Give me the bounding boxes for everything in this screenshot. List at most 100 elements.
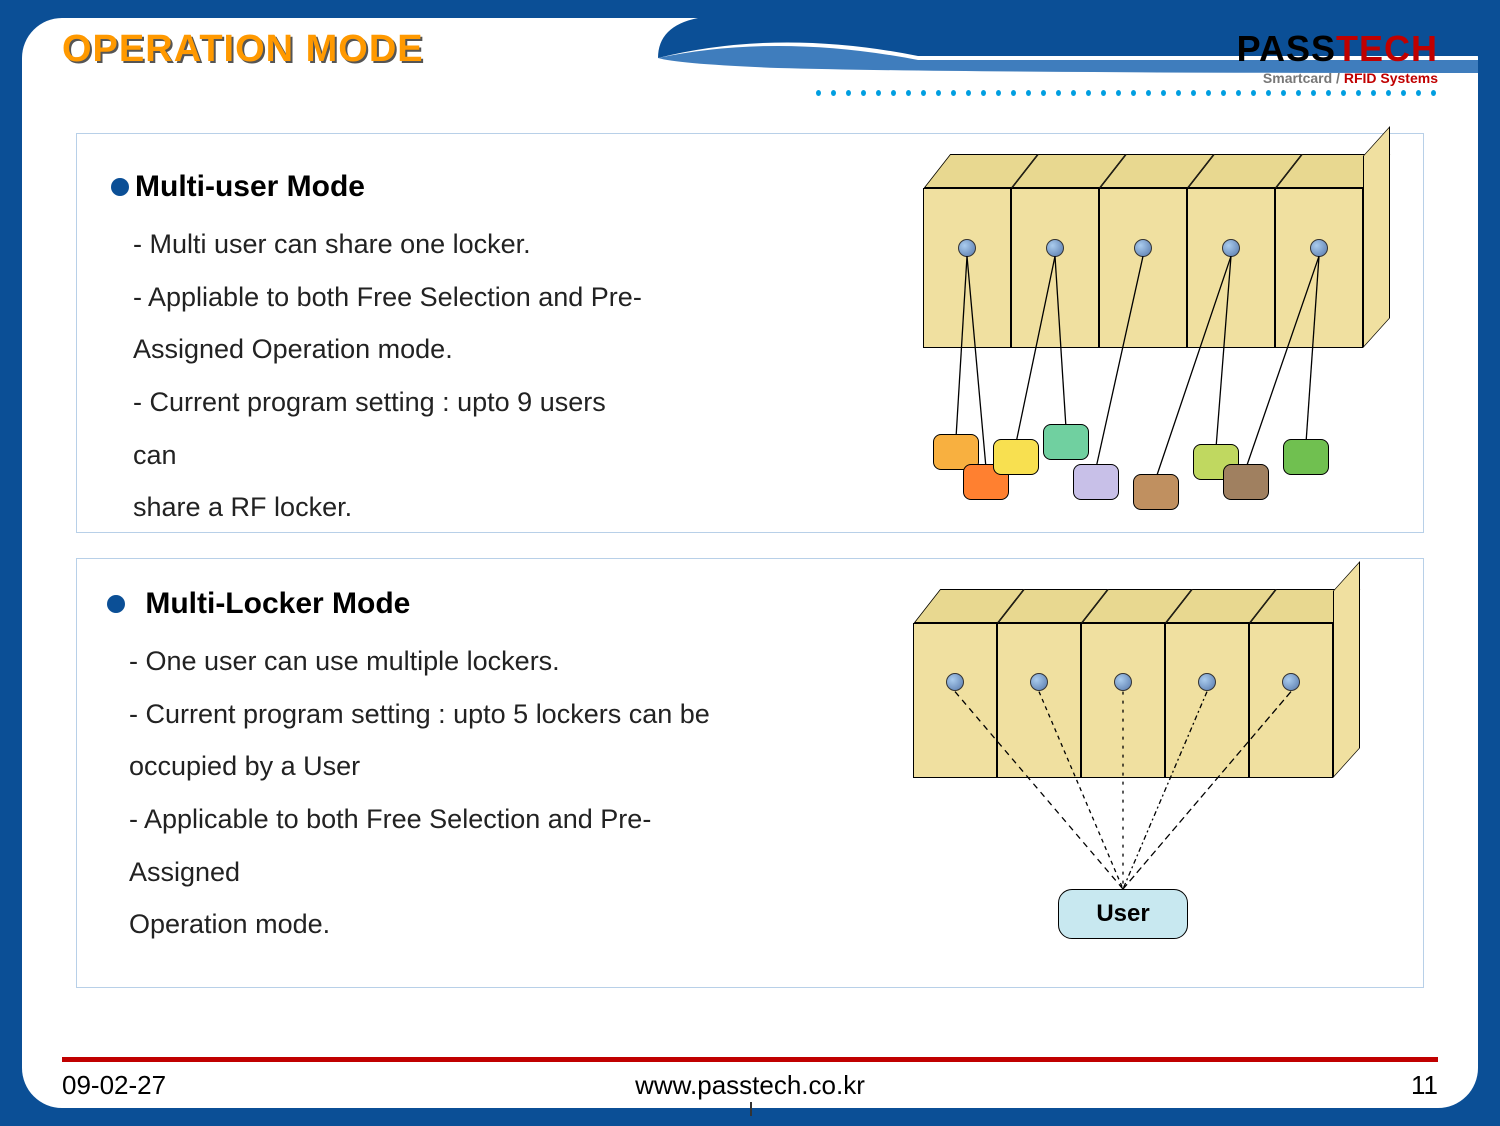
decor-dot	[1026, 90, 1031, 96]
diagram-multi-locker: User	[913, 589, 1363, 969]
decor-dot	[1341, 90, 1346, 96]
bullet-icon	[107, 595, 125, 613]
decor-dot	[1101, 90, 1106, 96]
decor-dot	[1161, 90, 1166, 96]
user-card	[1223, 464, 1269, 500]
body-line: share a RF locker.	[133, 481, 649, 534]
decor-dot	[1281, 90, 1286, 96]
footer-date: 09-02-27	[62, 1070, 166, 1101]
decor-dot	[1431, 90, 1436, 96]
locker-front	[1275, 188, 1363, 348]
decor-dot	[1221, 90, 1226, 96]
body-line: - Current program setting : upto 9 users…	[133, 376, 649, 481]
decor-dot	[981, 90, 986, 96]
decor-dot	[1206, 90, 1211, 96]
body-line: occupied by a User	[129, 740, 749, 793]
locker-row	[923, 154, 1363, 354]
locker-front	[913, 623, 997, 778]
decor-dot	[1401, 90, 1406, 96]
decor-dot	[846, 90, 851, 96]
decor-dot	[1416, 90, 1421, 96]
decor-dot	[936, 90, 941, 96]
logo-main: PASSTECH	[1237, 28, 1438, 70]
logo: PASSTECH Smartcard / RFID Systems	[1237, 28, 1438, 86]
slide-title: OPERATION MODE	[62, 28, 424, 71]
decor-dot	[1386, 90, 1391, 96]
locker-knob-icon	[946, 673, 964, 691]
body-multi-locker: - One user can use multiple lockers.- Cu…	[107, 621, 749, 951]
decor-dot	[1326, 90, 1331, 96]
panel-multi-locker: Multi-Locker Mode - One user can use mul…	[76, 558, 1424, 988]
decor-dot	[816, 90, 821, 96]
heading-multi-locker: Multi-Locker Mode	[107, 587, 749, 621]
locker-front	[1011, 188, 1099, 348]
user-card	[1283, 439, 1329, 475]
locker-front	[1165, 623, 1249, 778]
logo-sub: Smartcard / RFID Systems	[1237, 70, 1438, 86]
decor-dot	[1191, 90, 1196, 96]
decor-dot	[1131, 90, 1136, 96]
decor-dot	[921, 90, 926, 96]
body-line: - Applicable to both Free Selection and …	[129, 793, 749, 898]
decor-dot	[1371, 90, 1376, 96]
body-line: Operation mode.	[129, 898, 749, 951]
logo-tech-text: TECH	[1336, 28, 1438, 69]
logo-sub-rfid: RFID Systems	[1344, 70, 1438, 86]
locker-side	[1363, 126, 1390, 348]
locker-front	[923, 188, 1011, 348]
decor-dot	[1356, 90, 1361, 96]
decor-dot	[1266, 90, 1271, 96]
decor-dot	[1236, 90, 1241, 96]
diagram-multi-user	[923, 154, 1383, 514]
body-line: - Multi user can share one locker.	[133, 218, 649, 271]
logo-pass-text: PASS	[1237, 28, 1336, 69]
decor-dot	[1041, 90, 1046, 96]
body-line: - Current program setting : upto 5 locke…	[129, 688, 749, 741]
decor-dot	[831, 90, 836, 96]
user-card	[993, 439, 1039, 475]
locker-knob-icon	[1114, 673, 1132, 691]
decor-dots	[816, 90, 1436, 100]
decor-dot	[1311, 90, 1316, 96]
user-label: User	[1096, 900, 1149, 928]
locker-front	[997, 623, 1081, 778]
bullet-icon	[111, 178, 129, 196]
decor-dot	[876, 90, 881, 96]
decor-dot	[891, 90, 896, 96]
user-card	[1133, 474, 1179, 510]
decor-dot	[1116, 90, 1121, 96]
heading-multi-user-text: Multi-user Mode	[135, 170, 365, 204]
locker-front	[1249, 623, 1333, 778]
body-line: - One user can use multiple lockers.	[129, 635, 749, 688]
slide: OPERATION MODE PASSTECH Smartcard / RFID…	[22, 18, 1478, 1108]
decor-dot	[1086, 90, 1091, 96]
decor-dot	[1251, 90, 1256, 96]
decor-dot	[1146, 90, 1151, 96]
decor-dot	[996, 90, 1001, 96]
decor-dot	[906, 90, 911, 96]
user-box: User	[1058, 889, 1188, 939]
user-card	[1073, 464, 1119, 500]
decor-dot	[1056, 90, 1061, 96]
footer-tick	[750, 1102, 752, 1116]
footer-page: 11	[1411, 1070, 1438, 1101]
decor-dot	[1071, 90, 1076, 96]
locker-front	[1187, 188, 1275, 348]
heading-multi-locker-text: Multi-Locker Mode	[145, 587, 410, 621]
panel-multi-user: Multi-user Mode - Multi user can share o…	[76, 133, 1424, 533]
decor-dot	[1011, 90, 1016, 96]
user-card	[1043, 424, 1089, 460]
body-multi-user: - Multi user can share one locker.- Appl…	[111, 204, 649, 534]
locker-row	[913, 589, 1333, 789]
locker-knob-icon	[1198, 673, 1216, 691]
footer-url: www.passtech.co.kr	[635, 1070, 865, 1101]
logo-sub-prefix: Smartcard /	[1263, 70, 1344, 86]
decor-dot	[951, 90, 956, 96]
locker-front	[1081, 623, 1165, 778]
body-line: Assigned Operation mode.	[133, 323, 649, 376]
heading-multi-user: Multi-user Mode	[111, 170, 649, 204]
header: OPERATION MODE PASSTECH Smartcard / RFID…	[22, 18, 1478, 88]
decor-dot	[861, 90, 866, 96]
decor-dot	[1296, 90, 1301, 96]
locker-knob-icon	[1282, 673, 1300, 691]
